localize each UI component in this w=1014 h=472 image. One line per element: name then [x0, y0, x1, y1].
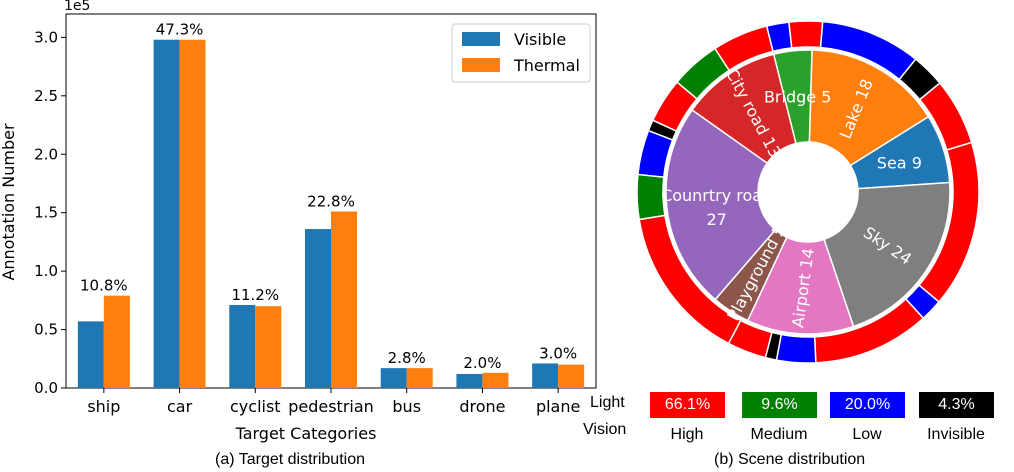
bar-visible-cyclist	[229, 305, 256, 388]
x-tick-label: pedestrian	[288, 397, 374, 416]
caption-scene-distribution: (b) Scene distribution	[714, 451, 866, 468]
light-high-name: High	[670, 426, 704, 443]
x-tick-label: plane	[536, 397, 580, 416]
light-ring-segment	[775, 333, 817, 364]
legend-label-visible: Visible	[514, 30, 566, 49]
y-tick-label: 2.5	[34, 87, 58, 105]
bar-visible-car	[153, 39, 180, 389]
y-tick-label: 0.5	[34, 321, 58, 339]
bar-thermal-pedestrian	[331, 211, 357, 388]
bar-legend: Visible Thermal	[451, 23, 591, 83]
bar-data-label: 3.0%	[539, 344, 577, 362]
light-invisible-box: 4.3%	[919, 392, 994, 418]
bar-thermal-car	[179, 39, 206, 389]
scene-slice-label: Counrtry road 27	[661, 186, 772, 229]
x-tick-label: drone	[459, 397, 505, 416]
bar-visible-ship	[77, 321, 104, 388]
bar-thermal-bus	[406, 368, 433, 388]
caption-target-distribution: (a) Target distribution	[215, 451, 365, 468]
bar-thermal-cyclist	[255, 306, 282, 388]
y-axis-title: Annotation Number	[0, 123, 18, 281]
light-medium-box: 9.6%	[742, 392, 817, 418]
bar-thermal-ship	[103, 295, 130, 388]
y-tick-label: 1.0	[34, 262, 58, 280]
light-invisible-name: Invisible	[927, 426, 985, 443]
y-tick-label: 1.5	[34, 204, 58, 222]
bar-visible-bus	[380, 368, 407, 388]
light-row-label: Light	[590, 394, 625, 411]
scene-slice-label: Sea 9	[877, 153, 922, 172]
bar-data-label: 47.3%	[156, 21, 204, 39]
scene-slice-label: Bridge 5	[764, 88, 831, 107]
legend-label-thermal: Thermal	[513, 56, 580, 75]
bar-data-label: 2.0%	[463, 354, 501, 372]
legend-swatch-visible	[462, 32, 500, 46]
light-low-name: Low	[852, 426, 882, 443]
x-tick-label: bus	[392, 397, 421, 416]
bar-data-label: 22.8%	[307, 193, 355, 211]
scene-slice	[691, 53, 797, 165]
bar-thermal-plane	[558, 364, 585, 388]
bar-data-label: 10.8%	[80, 277, 128, 295]
bar-thermal-drone	[482, 372, 509, 388]
y-exponent-label: 1e5	[64, 0, 90, 14]
y-tick-label: 0.0	[34, 379, 58, 397]
light-low-box: 20.0%	[830, 392, 905, 418]
bar-visible-plane	[532, 363, 559, 388]
bar-data-label: 2.8%	[388, 349, 426, 367]
light-high-box: 66.1%	[650, 392, 725, 418]
x-tick-label: ship	[87, 397, 120, 416]
bar-data-label: 11.2%	[231, 286, 279, 304]
light-ring-segment	[788, 20, 824, 49]
x-tick-label: cyclist	[230, 397, 281, 416]
x-tick-label: car	[167, 397, 193, 416]
y-tick-label: 2.0	[34, 145, 58, 163]
legend-swatch-thermal	[462, 58, 500, 72]
light-ring-segment	[713, 25, 774, 72]
bar-visible-pedestrian	[305, 229, 331, 388]
y-tick-label: 3.0	[34, 28, 58, 46]
light-medium-name: Medium	[750, 426, 808, 443]
bar-visible-drone	[456, 373, 483, 388]
vision-row-label: Vision	[583, 421, 627, 438]
x-axis-title: Target Categories	[235, 424, 377, 443]
